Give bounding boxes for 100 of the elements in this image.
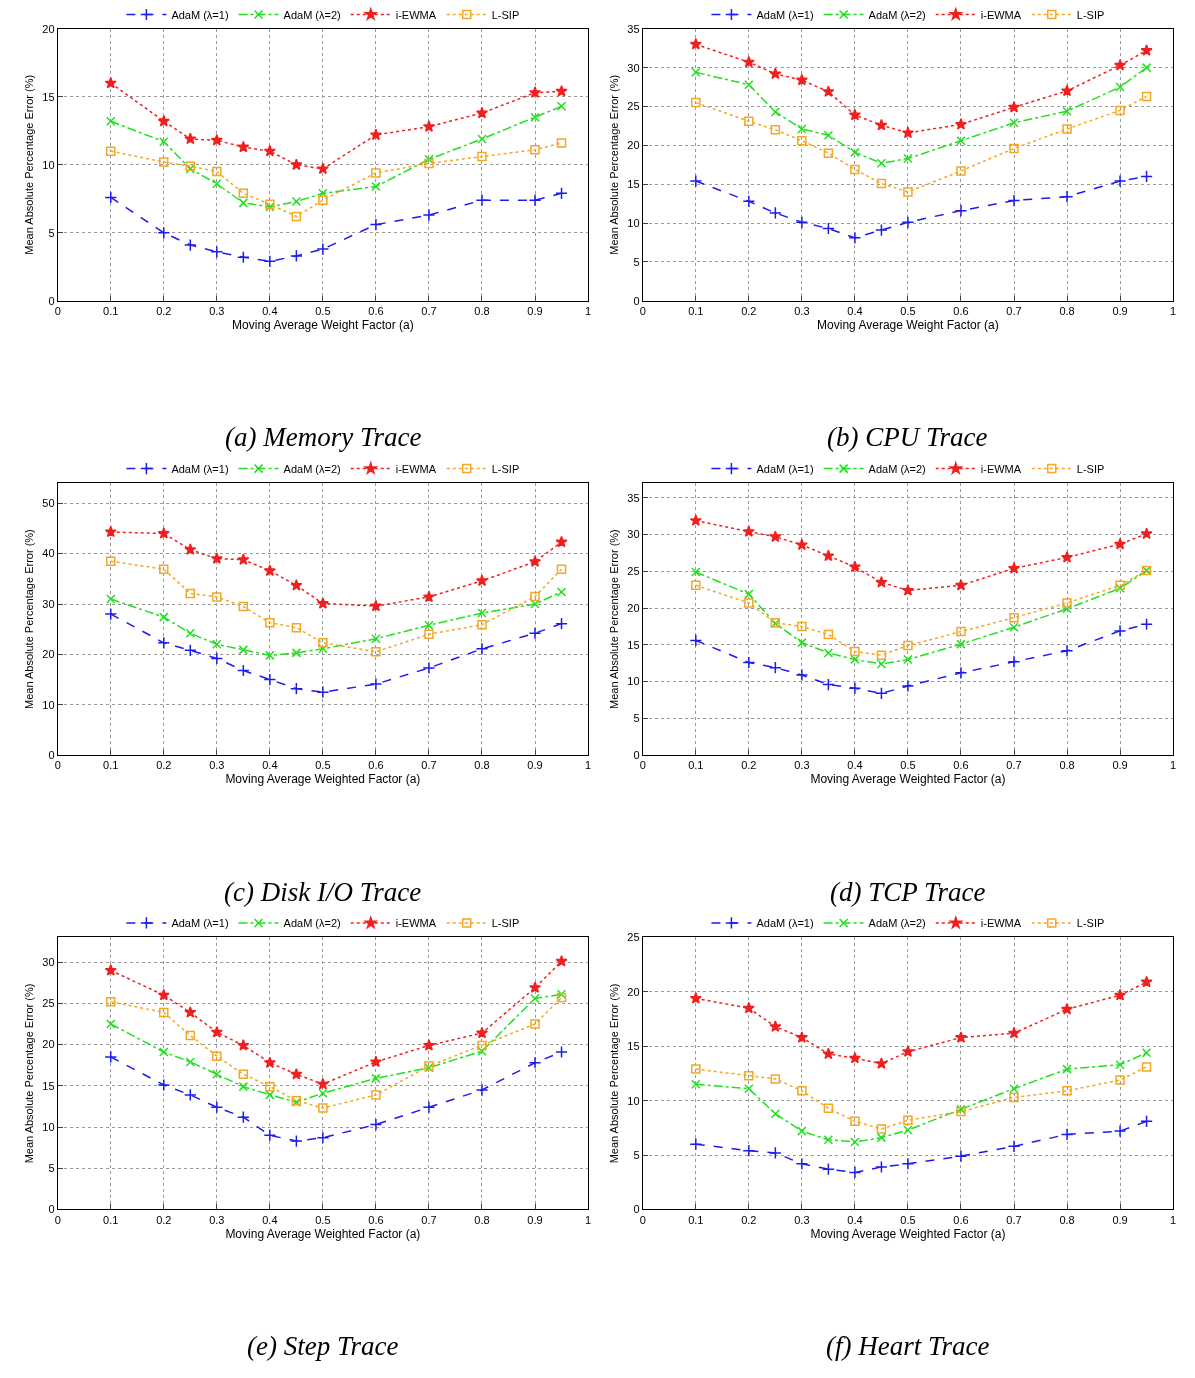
point (795, 538, 808, 551)
point (212, 1051, 222, 1061)
legend-label: AdaM (λ=2) (283, 462, 341, 475)
x-tick-label: 0.3 (209, 1213, 225, 1226)
point (954, 118, 968, 130)
point (876, 1132, 887, 1143)
point (212, 166, 222, 177)
point (848, 1051, 861, 1064)
point (185, 1030, 196, 1041)
point (1062, 124, 1072, 134)
x-tick-label: 0.5 (900, 304, 916, 317)
y-tick-label: 5 (48, 226, 55, 239)
point (1140, 44, 1153, 56)
x-tick-label: 0.7 (1006, 304, 1022, 317)
y-tick-label: 20 (42, 22, 55, 35)
point (1113, 174, 1127, 188)
point (822, 1047, 835, 1060)
point (556, 138, 567, 148)
point (157, 114, 170, 127)
point (477, 1046, 487, 1056)
point (212, 639, 222, 650)
point (1062, 598, 1072, 608)
point (691, 97, 701, 108)
x-tick-label: 0.6 (953, 304, 969, 317)
point (210, 1100, 224, 1114)
y-tick-label: 15 (42, 90, 55, 103)
point (236, 250, 250, 264)
y-axis-title: Mean Absolute Percentage Error (%) (22, 74, 35, 255)
point (212, 592, 222, 602)
y-axis-title: Mean Absolute Percentage Error (%) (607, 529, 620, 709)
point (477, 151, 487, 162)
point (742, 525, 755, 537)
point (1060, 1128, 1074, 1141)
x-tick-label: 0.7 (421, 304, 437, 317)
point (903, 153, 913, 164)
x-tick-label: 0.8 (474, 759, 490, 772)
point (876, 178, 887, 189)
point (797, 124, 807, 134)
x-tick-label: 0.9 (527, 304, 543, 317)
y-tick-label: 20 (627, 601, 640, 614)
point (744, 1070, 754, 1081)
point (1115, 1075, 1125, 1085)
point (850, 147, 860, 158)
point (1141, 1048, 1152, 1058)
point (265, 1081, 275, 1092)
point (318, 644, 328, 654)
x-tick-label: 0.8 (1059, 1213, 1075, 1226)
point (318, 195, 328, 205)
x-tick-label: 0.1 (688, 1213, 704, 1226)
point (422, 661, 436, 675)
point (371, 1073, 381, 1084)
y-tick-label: 30 (627, 61, 640, 74)
point (1140, 527, 1153, 540)
point (903, 187, 913, 197)
x-tick-label: 0.3 (209, 304, 225, 317)
point (528, 626, 542, 640)
point (795, 73, 808, 86)
point (477, 608, 487, 618)
point (689, 37, 702, 50)
point (290, 1134, 303, 1148)
point (555, 1045, 568, 1059)
y-axis-title: Mean Absolute Percentage Error (%) (22, 983, 35, 1164)
point (1113, 537, 1127, 550)
point (210, 552, 223, 564)
legend-label: AdaM (λ=1) (756, 8, 814, 21)
point (954, 1149, 968, 1163)
y-tick-label: 30 (627, 528, 640, 541)
x-tick-label: 0.8 (1059, 304, 1075, 317)
point (106, 594, 116, 604)
point (876, 659, 887, 669)
y-tick-label: 0 (48, 748, 55, 761)
y-tick-label: 25 (627, 931, 640, 944)
point (956, 626, 966, 637)
point (157, 527, 170, 539)
legend-label: AdaM (λ=1) (171, 8, 229, 21)
point (263, 564, 276, 577)
text: (c) Disk I/O Trace (224, 877, 422, 907)
legend-label: AdaM (λ=1) (756, 917, 814, 930)
point (291, 196, 302, 207)
point (691, 567, 701, 577)
point (475, 574, 489, 587)
point (769, 530, 782, 543)
legend-label: i-EWMA (395, 462, 437, 475)
legend-label: L-SIP (1076, 462, 1105, 475)
x-tick-label: 0.2 (741, 759, 757, 772)
x-tick-label: 0.6 (953, 1213, 969, 1226)
point (318, 1088, 328, 1098)
point (475, 106, 489, 119)
point (238, 188, 249, 199)
x-tick-label: 0.1 (103, 1213, 119, 1226)
point (316, 162, 329, 175)
x-tick-label: 0.3 (209, 759, 225, 772)
point (210, 1025, 223, 1038)
y-tick-label: 20 (42, 648, 55, 661)
point (424, 620, 434, 630)
point (185, 588, 196, 599)
point (369, 599, 382, 612)
y-axis-title: Mean Absolute Percentage Error (%) (607, 983, 620, 1164)
point (691, 1079, 701, 1090)
legend-label: i-EWMA (395, 8, 437, 21)
